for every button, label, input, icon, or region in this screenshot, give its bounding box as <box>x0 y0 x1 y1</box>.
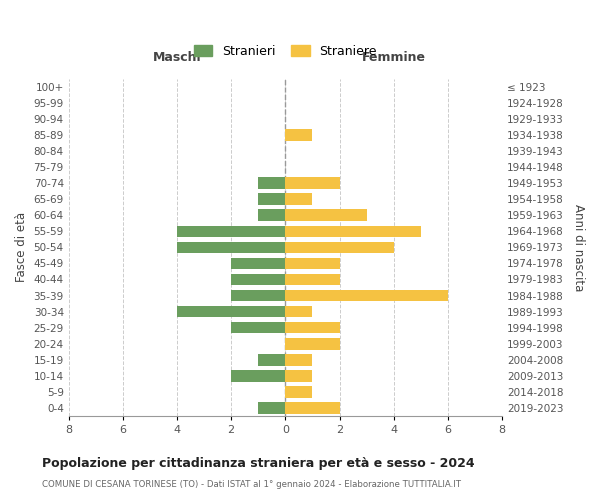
Bar <box>231 290 286 302</box>
Bar <box>286 210 367 221</box>
Bar <box>286 290 448 302</box>
Bar <box>286 274 340 285</box>
Bar <box>286 306 313 318</box>
Bar <box>231 322 286 334</box>
Bar <box>177 242 286 253</box>
Bar <box>231 274 286 285</box>
Bar <box>258 178 286 189</box>
Bar <box>177 226 286 237</box>
Bar <box>231 370 286 382</box>
Y-axis label: Anni di nascita: Anni di nascita <box>572 204 585 291</box>
Y-axis label: Fasce di età: Fasce di età <box>15 212 28 282</box>
Bar <box>286 338 340 349</box>
Bar <box>286 370 313 382</box>
Bar <box>286 194 313 205</box>
Bar <box>286 258 340 269</box>
Bar <box>286 386 313 398</box>
Bar <box>258 402 286 413</box>
Bar <box>286 178 340 189</box>
Bar <box>258 354 286 366</box>
Bar <box>286 129 313 141</box>
Bar <box>286 354 313 366</box>
Bar <box>286 402 340 413</box>
Bar <box>286 226 421 237</box>
Text: Popolazione per cittadinanza straniera per età e sesso - 2024: Popolazione per cittadinanza straniera p… <box>42 458 475 470</box>
Bar <box>258 210 286 221</box>
Legend: Stranieri, Straniere: Stranieri, Straniere <box>190 41 381 62</box>
Text: Maschi: Maschi <box>153 52 202 64</box>
Bar <box>177 306 286 318</box>
Bar <box>258 194 286 205</box>
Bar <box>286 322 340 334</box>
Bar <box>286 242 394 253</box>
Text: COMUNE DI CESANA TORINESE (TO) - Dati ISTAT al 1° gennaio 2024 - Elaborazione TU: COMUNE DI CESANA TORINESE (TO) - Dati IS… <box>42 480 461 489</box>
Text: Femmine: Femmine <box>362 52 426 64</box>
Bar <box>231 258 286 269</box>
